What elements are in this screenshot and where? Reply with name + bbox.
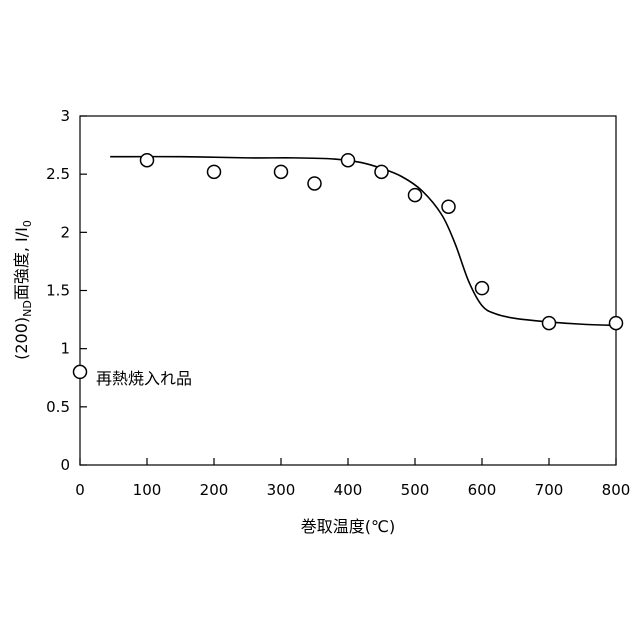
x-tick-label: 400 — [334, 481, 363, 499]
x-tick-label: 0 — [75, 481, 85, 499]
data-point — [308, 177, 321, 190]
x-tick-label: 200 — [200, 481, 229, 499]
y-tick-label: 2.5 — [46, 165, 70, 183]
data-point — [208, 165, 221, 178]
x-tick-label: 500 — [401, 481, 430, 499]
y-tick-label: 1 — [60, 340, 70, 358]
x-tick-label: 300 — [267, 481, 296, 499]
y-tick-label: 1.5 — [46, 282, 70, 300]
y-tick-label: 3 — [60, 107, 70, 125]
data-point — [275, 165, 288, 178]
annotations: 再熱焼入れ品 — [96, 369, 192, 388]
x-tick-label: 100 — [133, 481, 162, 499]
data-point — [610, 317, 623, 330]
x-tick-label: 800 — [602, 481, 631, 499]
data-point — [442, 200, 455, 213]
y-axis-title: (200)ND面強度, I/I0 — [12, 220, 34, 360]
y-tick-label: 0.5 — [46, 398, 70, 416]
x-tick-label: 600 — [468, 481, 497, 499]
y-axis-title-main: 面強度, I/I — [12, 227, 31, 300]
data-point — [409, 189, 422, 202]
data-point — [342, 154, 355, 167]
y-axis-ticks: 0 0.5 1 1.5 2 2.5 3 — [46, 107, 87, 474]
fit-curve — [110, 157, 616, 326]
data-point — [476, 282, 489, 295]
data-point — [543, 317, 556, 330]
data-point — [141, 154, 154, 167]
annotation-label: 再熱焼入れ品 — [96, 369, 192, 388]
y-tick-label: 2 — [60, 223, 70, 241]
x-axis-ticks: 0 100 200 300 400 500 600 700 800 — [75, 458, 630, 499]
data-point — [375, 165, 388, 178]
y-axis-title-subscript: ND — [21, 300, 34, 317]
data-point — [74, 365, 87, 378]
data-points — [74, 154, 623, 379]
y-axis-title-subscript-2: 0 — [21, 220, 34, 227]
y-tick-label: 0 — [60, 456, 70, 474]
x-tick-label: 700 — [535, 481, 564, 499]
x-axis-title: 巻取温度(℃) — [301, 517, 395, 536]
plot-frame — [80, 116, 616, 465]
y-axis-title-prefix: (200) — [12, 317, 31, 360]
